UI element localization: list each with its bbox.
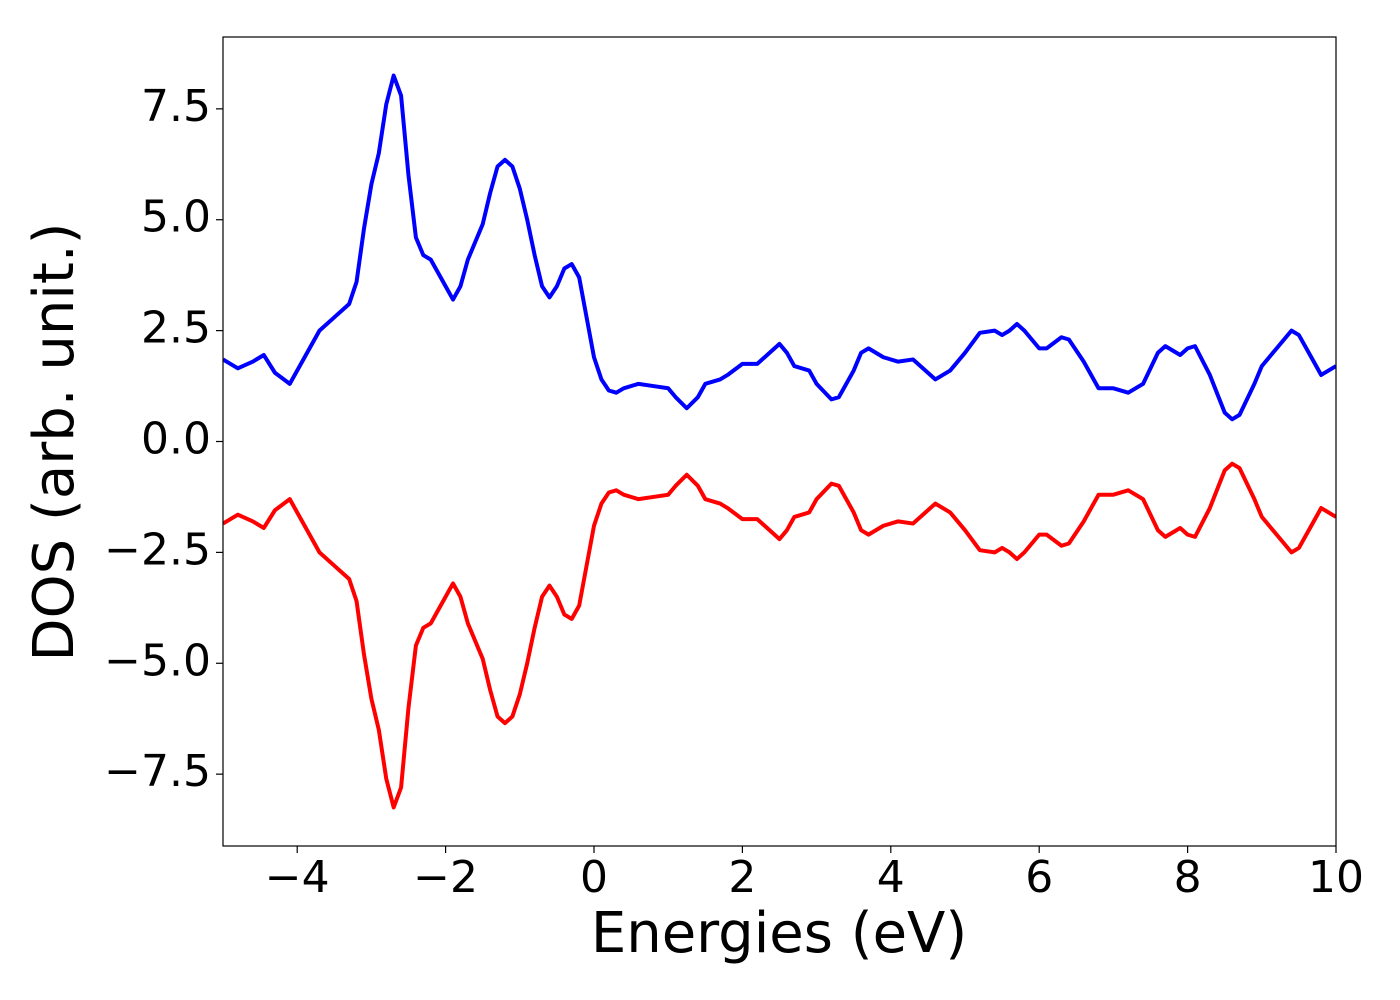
x-tick-label: 0 bbox=[580, 852, 608, 903]
y-axis-label: DOS (arb. unit.) bbox=[22, 222, 87, 661]
y-tick-label: 7.5 bbox=[141, 81, 211, 132]
x-tick-label: 8 bbox=[1174, 852, 1202, 903]
dos-line bbox=[223, 73, 1336, 422]
plot-lines bbox=[223, 73, 1336, 810]
y-tick-label: 2.5 bbox=[141, 303, 211, 354]
y-tick-label: 0.0 bbox=[141, 414, 211, 465]
plot-frame bbox=[222, 36, 1337, 847]
x-tick-label: 6 bbox=[1025, 852, 1053, 903]
x-tick-label: 4 bbox=[877, 852, 905, 903]
x-tick-label: 2 bbox=[728, 852, 756, 903]
y-tick-label: −5.0 bbox=[104, 635, 211, 686]
x-tick-label: 10 bbox=[1308, 852, 1364, 903]
x-tick-label: −2 bbox=[413, 852, 478, 903]
y-tick-label: 5.0 bbox=[141, 192, 211, 243]
y-tick-label: −2.5 bbox=[104, 524, 211, 575]
x-tick-label: −4 bbox=[265, 852, 330, 903]
x-axis-label: Energies (eV) bbox=[591, 901, 967, 966]
y-tick-label: −7.5 bbox=[104, 746, 211, 797]
dos-line bbox=[223, 461, 1336, 810]
